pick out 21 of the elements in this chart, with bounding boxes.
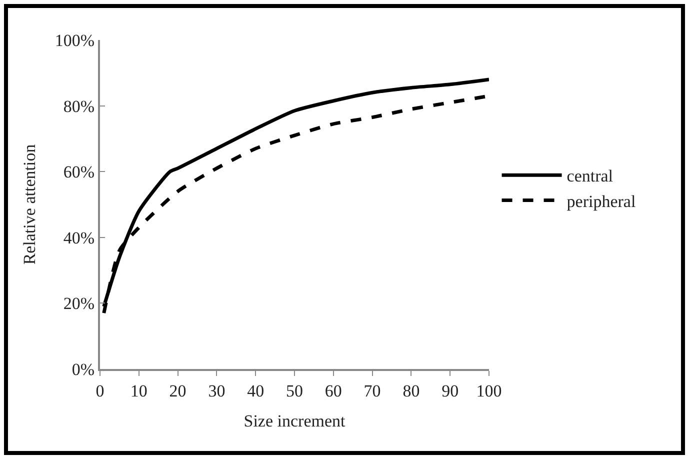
- legend-label: peripheral: [566, 192, 636, 211]
- y-tick-label: 60%: [63, 162, 95, 182]
- y-axis-title: Relative attention: [20, 144, 39, 265]
- x-tick-label: 10: [130, 381, 148, 400]
- y-tick-label: 0%: [72, 360, 95, 379]
- x-tick-label: 20: [169, 381, 186, 400]
- y-tick-label: 80%: [63, 96, 95, 116]
- x-tick-label: 30: [208, 381, 226, 400]
- x-tick-label: 60: [324, 381, 342, 400]
- x-tick-label: 80: [402, 381, 420, 400]
- x-tick-label: 0: [96, 381, 104, 400]
- x-tick-label: 40: [247, 381, 264, 400]
- x-tick-label: 50: [286, 381, 303, 400]
- x-tick-label: 70: [364, 381, 381, 400]
- y-tick-label: 40%: [63, 228, 95, 248]
- x-axis-title: Size increment: [244, 411, 346, 430]
- y-tick-label: 20%: [63, 294, 95, 314]
- y-tick-label: 100%: [54, 30, 95, 50]
- x-tick-label: 90: [442, 381, 459, 400]
- x-tick-label: 100: [476, 381, 502, 400]
- legend-label: central: [566, 166, 614, 186]
